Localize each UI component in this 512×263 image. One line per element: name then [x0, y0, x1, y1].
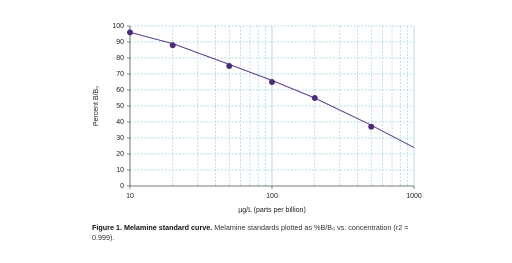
- y-tick-label: 80: [116, 55, 124, 62]
- y-tick-label: 70: [116, 71, 124, 78]
- y-axis-label: Percent B/B₀: [93, 86, 100, 126]
- y-tick-label: 10: [116, 167, 124, 174]
- data-point: [226, 63, 233, 69]
- caption-label: Figure 1. Melamine standard curve.: [92, 223, 213, 232]
- x-tick-label: 100: [266, 193, 278, 200]
- x-tick-label: 10: [126, 193, 134, 200]
- y-tick-label: 50: [116, 103, 124, 110]
- y-tick-label: 0: [120, 183, 124, 190]
- x-tick-label: 1000: [406, 193, 422, 200]
- y-tick-label: 20: [116, 151, 124, 158]
- y-tick-label: 40: [116, 119, 124, 126]
- y-tick-label: 30: [116, 135, 124, 142]
- y-tick-label: 60: [116, 87, 124, 94]
- data-point: [169, 42, 176, 49]
- data-point: [269, 79, 275, 85]
- data-point: [368, 123, 375, 130]
- caption: Figure 1. Melamine standard curve. Melam…: [92, 223, 422, 243]
- x-axis-label: µg/L (parts per billion): [238, 207, 306, 214]
- y-tick-label: 100: [112, 23, 124, 30]
- data-point: [127, 29, 133, 36]
- y-tick-label: 90: [116, 39, 124, 46]
- data-point: [311, 95, 318, 101]
- caption-text: Melamine standards plotted as %B/B₀ vs. …: [92, 223, 409, 242]
